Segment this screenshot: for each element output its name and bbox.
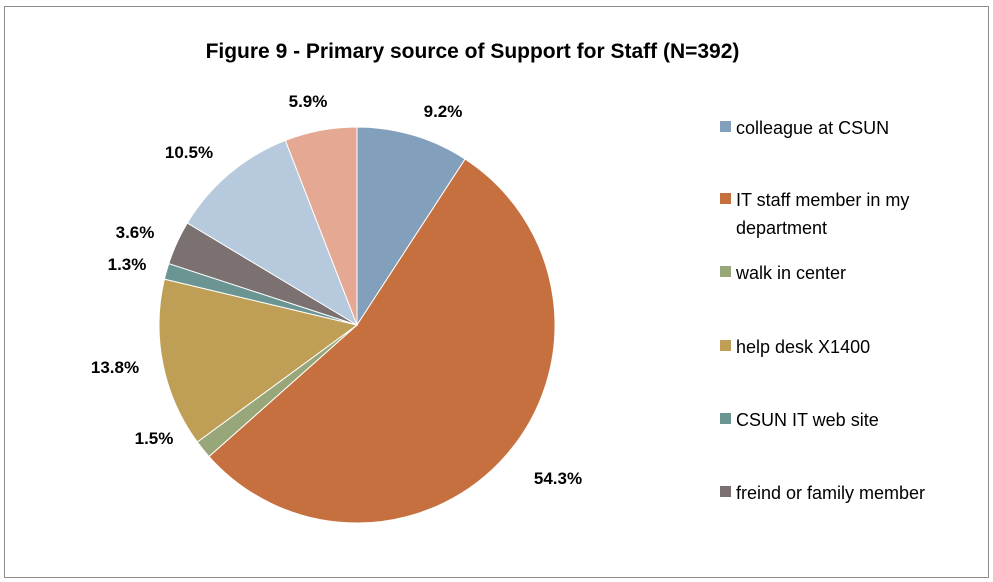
data-label: 3.6% [116,223,155,242]
data-label: 13.8% [91,358,139,377]
data-label: 9.2% [424,102,463,121]
data-label: 5.9% [289,92,328,111]
data-label: 1.5% [135,429,174,448]
legend-swatch [720,486,731,497]
data-label: 1.3% [108,255,147,274]
legend-label: CSUN IT web site [736,406,976,434]
legend-swatch [720,340,731,351]
legend-label: colleague at CSUN [736,114,976,142]
legend-label: walk in center [736,259,976,287]
legend-swatch [720,121,731,132]
legend-item-family: freind or family member [720,479,976,507]
legend-item-web-site: CSUN IT web site [720,406,976,434]
legend-swatch [720,193,731,204]
legend-label: help desk X1400 [736,333,976,361]
legend-swatch [720,413,731,424]
legend-label: IT staff member in my department [736,186,961,242]
data-label: 10.5% [165,143,213,162]
legend-label: freind or family member [736,479,976,507]
legend-item-colleague: colleague at CSUN [720,114,976,142]
legend-item-walk-in: walk in center [720,259,976,287]
legend-swatch [720,266,731,277]
data-label: 54.3% [534,469,582,488]
legend-item-help-desk: help desk X1400 [720,333,976,361]
legend-item-it-staff: IT staff member in my department [720,186,961,242]
